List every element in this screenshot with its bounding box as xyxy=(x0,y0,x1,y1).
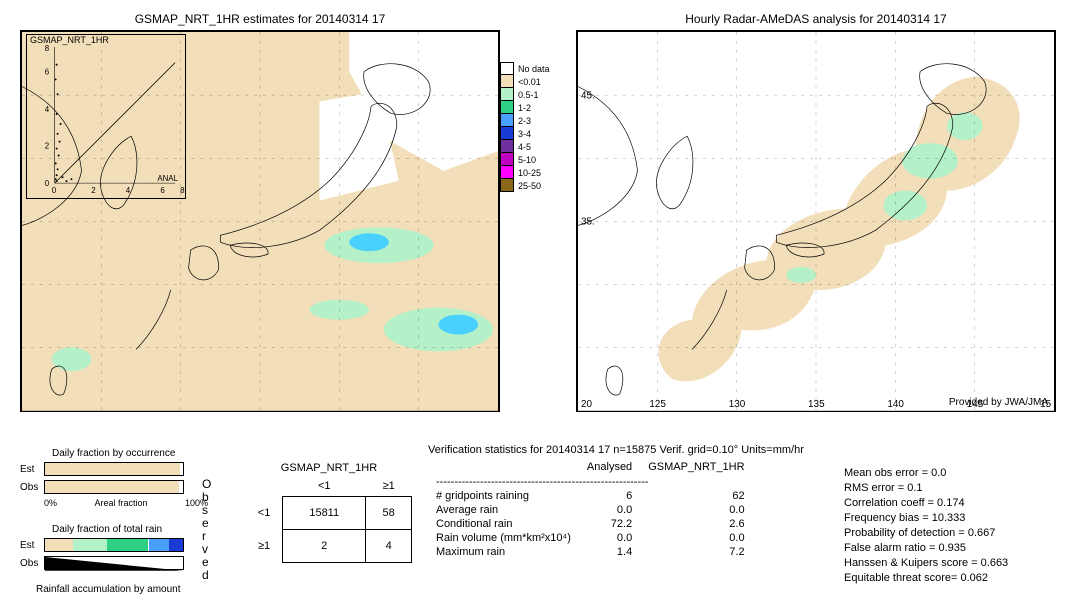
stats-table: Analysed GSMAP_NRT_1HR -----------------… xyxy=(428,460,753,559)
ct-col1: <1 xyxy=(283,476,366,497)
est-label: Est xyxy=(20,464,44,475)
attribution: Provided by JWA/JMA xyxy=(949,397,1048,408)
svg-text:ANAL: ANAL xyxy=(157,174,178,183)
svg-text:0: 0 xyxy=(45,179,50,188)
ct-row1: <1 xyxy=(246,497,283,530)
gsmap-estimate-map: GSMAP_NRT_1HR 02468 02468 ANAL No xyxy=(20,30,500,412)
ct-col2: ≥1 xyxy=(366,476,412,497)
axis-label: Areal fraction xyxy=(94,498,147,508)
accum-title: Rainfall accumulation by amount xyxy=(36,584,181,595)
stats-divider: ----------------------------------------… xyxy=(428,475,753,490)
svg-text:130: 130 xyxy=(729,399,746,410)
stats-header: Verification statistics for 20140314 17 … xyxy=(428,444,804,456)
ct-title: GSMAP_NRT_1HR xyxy=(246,462,412,474)
svg-text:135: 135 xyxy=(808,399,825,410)
left-map-title: GSMAP_NRT_1HR estimates for 20140314 17 xyxy=(20,12,500,26)
ct-c21: 2 xyxy=(283,530,366,563)
ct-c12: 58 xyxy=(366,497,412,530)
totalrain-bars: Est Obs xyxy=(20,538,184,574)
svg-text:8: 8 xyxy=(180,186,185,195)
svg-text:2: 2 xyxy=(45,142,49,151)
svg-text:20: 20 xyxy=(581,399,593,410)
axis-0: 0% xyxy=(44,498,57,508)
inset-scatter: GSMAP_NRT_1HR 02468 02468 ANAL xyxy=(26,34,186,199)
svg-text:125: 125 xyxy=(649,399,666,410)
svg-text:0: 0 xyxy=(52,186,57,195)
radar-amedas-map: 20 125130 135140 14515 35.45. Provided b… xyxy=(576,30,1056,412)
ct-row2: ≥1 xyxy=(246,530,283,563)
right-map-svg: 20 125130 135140 14515 35.45. xyxy=(578,32,1054,411)
svg-text:6: 6 xyxy=(160,186,165,195)
svg-text:35.: 35. xyxy=(581,216,595,227)
right-map-title: Hourly Radar-AMeDAS analysis for 2014031… xyxy=(576,12,1056,26)
stats-col-analysed: Analysed xyxy=(579,460,640,475)
svg-text:8: 8 xyxy=(45,44,50,53)
ct-c11: 15811 xyxy=(283,497,366,530)
contingency-table: GSMAP_NRT_1HR <1 ≥1 <1 15811 58 ≥1 2 4 xyxy=(246,462,412,563)
inset-scatter-svg: 0 2 4 6 8 0 2 4 6 8 ANAL xyxy=(27,35,185,198)
stats-col-gsmap: GSMAP_NRT_1HR xyxy=(640,460,752,475)
svg-text:4: 4 xyxy=(126,186,131,195)
colorbar: No data<0.010.5-11-22-33-44-55-1010-2525… xyxy=(500,62,562,192)
occurrence-title: Daily fraction by occurrence xyxy=(52,448,175,459)
svg-text:45.: 45. xyxy=(581,90,595,101)
observed-vertical-label: Observed xyxy=(202,478,212,582)
svg-text:6: 6 xyxy=(45,68,50,77)
occurrence-bars: Est Obs 0% Areal fraction 100% xyxy=(20,462,208,508)
obs-label: Obs xyxy=(20,482,44,493)
totalrain-title: Daily fraction of total rain xyxy=(52,524,162,535)
svg-text:2: 2 xyxy=(91,186,95,195)
svg-text:4: 4 xyxy=(45,105,50,114)
metrics-list: Mean obs error = 0.0RMS error = 0.1Corre… xyxy=(844,466,1008,586)
svg-text:140: 140 xyxy=(887,399,904,410)
ct-c22: 4 xyxy=(366,530,412,563)
